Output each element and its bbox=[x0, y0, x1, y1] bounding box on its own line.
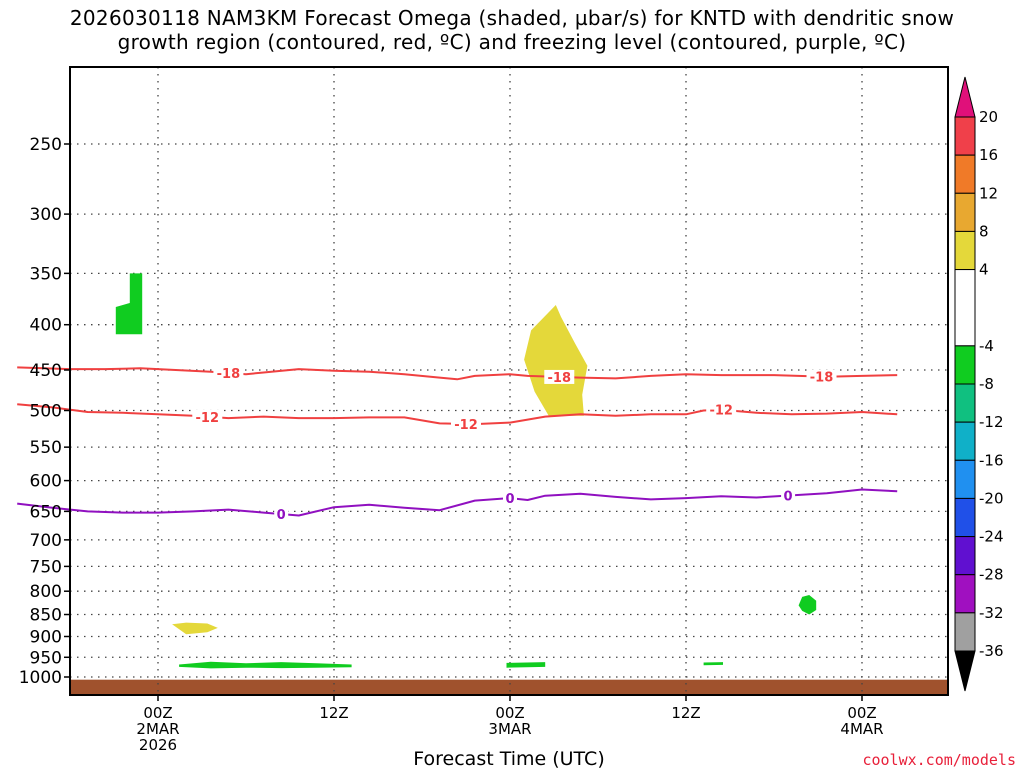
y-tick-label: 900 bbox=[30, 627, 62, 647]
contour-label-bg bbox=[274, 507, 289, 522]
contour-label: -12 bbox=[454, 418, 478, 433]
x-tick-label: 2026 bbox=[139, 736, 177, 754]
colorbar-bin bbox=[954, 230, 976, 271]
credit-text[interactable]: coolwx.com/models bbox=[862, 751, 1016, 768]
contour-label-bg bbox=[451, 416, 481, 431]
omega-region bbox=[506, 662, 546, 668]
colorbar-bin bbox=[954, 574, 976, 614]
omega-region bbox=[179, 661, 352, 669]
colorbar-label: 8 bbox=[979, 222, 989, 240]
contour-label: 0 bbox=[505, 492, 514, 507]
colorbar-label: 16 bbox=[979, 146, 998, 164]
colorbar-label: -20 bbox=[979, 489, 1004, 507]
y-tick-label: 550 bbox=[30, 438, 62, 458]
colorbar-label: -24 bbox=[979, 528, 1004, 546]
colorbar-bin bbox=[954, 116, 976, 156]
y-tick-label: 300 bbox=[30, 205, 62, 225]
chart-title: 2026030118 NAM3KM Forecast Omega (shaded… bbox=[0, 6, 1024, 54]
omega-region bbox=[703, 662, 723, 666]
omega-region bbox=[524, 305, 588, 416]
x-tick-label: 3MAR bbox=[488, 720, 531, 738]
x-tick-label: 2MAR bbox=[136, 720, 179, 738]
colorbar-label: -16 bbox=[979, 451, 1004, 469]
colorbar-bin bbox=[954, 459, 976, 499]
omega-region bbox=[172, 622, 218, 635]
colorbar-label: -8 bbox=[979, 375, 994, 393]
contour-label: -18 bbox=[548, 371, 572, 386]
colorbar: 20 16 12 8 4 -4 -8 -12 -16 -20 -24 -28 -32 -36 bbox=[954, 76, 1004, 692]
terrain-layer bbox=[70, 679, 948, 695]
colorbar-bin bbox=[954, 536, 976, 576]
colorbar-label: -32 bbox=[979, 604, 1004, 622]
contour-label-bg bbox=[503, 491, 517, 506]
y-tick-label: 500 bbox=[30, 402, 62, 422]
contour-label-bg bbox=[781, 488, 796, 503]
colorbar-max-arrow bbox=[954, 76, 976, 118]
chart-title-line-2: growth region (contoured, red, ºC) and f… bbox=[117, 30, 907, 54]
y-tick-label: 950 bbox=[30, 648, 62, 668]
colorbar-bin bbox=[954, 192, 976, 232]
y-tick-label: 1000 bbox=[19, 668, 62, 688]
contour-label-bg bbox=[213, 365, 244, 380]
x-axis-title: Forecast Time (UTC) bbox=[413, 748, 604, 768]
colorbar-bin bbox=[954, 269, 976, 347]
contour-label: -18 bbox=[217, 367, 241, 382]
colorbar-min-arrow bbox=[954, 650, 976, 692]
y-tick-label: 400 bbox=[30, 316, 62, 336]
contour-line bbox=[17, 366, 898, 381]
contour-line bbox=[17, 488, 898, 517]
omega-region bbox=[115, 273, 143, 335]
y-tick-label: 850 bbox=[30, 606, 62, 626]
y-tick-label: 350 bbox=[30, 264, 62, 284]
x-tick-label: 12Z bbox=[671, 704, 700, 722]
omega-region bbox=[798, 595, 817, 615]
contour-label-bg bbox=[544, 369, 575, 384]
colorbar-label: 20 bbox=[979, 108, 998, 126]
contour-label: 0 bbox=[277, 508, 286, 523]
y-tick-label: 800 bbox=[30, 582, 62, 602]
y-tick-label: 250 bbox=[30, 135, 62, 155]
x-tick-label: 12Z bbox=[319, 704, 348, 722]
temperature-contours: -18 -18 -18 -12 -12 -12 0 0 0 bbox=[17, 365, 898, 523]
colorbar-bin bbox=[954, 383, 976, 423]
colorbar-label: 12 bbox=[979, 184, 998, 202]
colorbar-label: -28 bbox=[979, 566, 1004, 584]
x-tick-label: 00Z bbox=[847, 704, 876, 722]
omega-shading bbox=[115, 273, 817, 669]
contour-label-bg bbox=[806, 369, 837, 384]
colorbar-bin bbox=[954, 612, 976, 652]
plot-frame bbox=[69, 66, 949, 696]
contour-label-bg bbox=[192, 409, 223, 424]
x-tick-label: 4MAR bbox=[840, 720, 883, 738]
contour-label: -18 bbox=[810, 371, 834, 386]
colorbar-label: -36 bbox=[979, 642, 1004, 660]
y-tick-label: 600 bbox=[30, 472, 62, 492]
x-tick-label: 00Z bbox=[143, 704, 172, 722]
contour-label: 0 bbox=[784, 490, 793, 505]
colorbar-label: -12 bbox=[979, 413, 1004, 431]
contour-label: -12 bbox=[196, 411, 220, 426]
colorbar-label: 4 bbox=[979, 261, 989, 279]
colorbar-bin bbox=[954, 497, 976, 538]
x-tick-label: 00Z bbox=[495, 704, 524, 722]
y-tick-label: 750 bbox=[30, 557, 62, 577]
y-tick-label: 650 bbox=[30, 502, 62, 522]
colorbar-label: -4 bbox=[979, 337, 994, 355]
contour-label-bg bbox=[706, 402, 737, 417]
colorbar-bin bbox=[954, 154, 976, 194]
terrain-fill bbox=[70, 679, 948, 695]
contour-label: -12 bbox=[709, 404, 733, 419]
y-tick-label: 700 bbox=[30, 531, 62, 551]
y-tick-label: 450 bbox=[30, 361, 62, 381]
axes: 2503003504004505005506006507007508008509… bbox=[19, 66, 949, 754]
colorbar-bin bbox=[954, 345, 976, 385]
colorbar-bin bbox=[954, 421, 976, 461]
chart-title-line-1: 2026030118 NAM3KM Forecast Omega (shaded… bbox=[69, 6, 955, 30]
